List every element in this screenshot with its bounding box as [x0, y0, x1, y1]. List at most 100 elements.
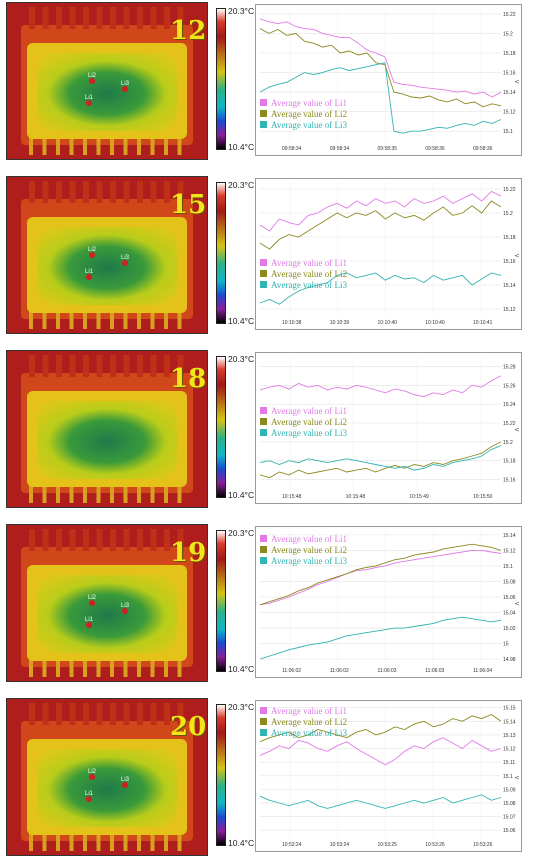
cooling-fin	[164, 133, 168, 155]
cell-label: Li3	[121, 255, 130, 261]
x-tick-label: 10:53:24	[330, 842, 350, 848]
cooling-fin	[42, 481, 47, 503]
legend-swatch	[260, 429, 267, 436]
cell-label: Li1	[85, 617, 94, 623]
y-tick-label: 15.16	[503, 71, 516, 77]
cooling-fin	[83, 481, 87, 503]
x-tick-label: 11:06:02	[330, 668, 349, 674]
voltage-chart: 15.15 15.14 15.13 15.12 15.11 15.1 15.09 15.08 1…	[255, 700, 522, 852]
series-line-2	[259, 200, 502, 250]
cooling-fin	[123, 529, 130, 551]
y-tick-label: 15.14	[503, 719, 516, 725]
temperature-scale-bar	[216, 356, 226, 498]
thermal-image: Li2 Li1 Li3	[7, 3, 207, 159]
cooling-fin	[42, 355, 49, 377]
cooling-fin	[110, 655, 114, 677]
x-tick-label: 10:15:48	[346, 494, 366, 500]
y-tick-label: 15.02	[503, 626, 516, 632]
cooling-fin	[83, 181, 89, 203]
chart-svg: 15.22 15.2 15.18 15.16 15.14 15.12 15.1 09:58:3…	[259, 9, 519, 152]
series-line-1	[259, 18, 502, 98]
thermal-image	[7, 351, 207, 507]
y-tick-label: 15.2	[503, 440, 513, 446]
cooling-fin	[56, 307, 60, 329]
cooling-fin	[42, 703, 49, 725]
legend-item: Average value of Li2	[260, 544, 347, 555]
x-tick-label: 11:06:03	[425, 668, 444, 674]
cooling-fin	[177, 829, 182, 851]
cooling-fin	[83, 133, 87, 155]
series-line-3	[259, 616, 502, 660]
y-tick-label: 15.13	[503, 733, 516, 739]
cooling-fin	[177, 133, 182, 155]
x-tick-label: 10:53:25	[378, 842, 398, 848]
cooling-fin	[164, 655, 168, 677]
chart-legend: Average value of Li1 Average value of Li2…	[260, 257, 347, 290]
cooling-fin	[150, 703, 157, 725]
scale-max-label: 20.3°C	[228, 354, 255, 364]
cell-label: Li2	[88, 247, 97, 253]
thermal-image-frame: Li2 Li1 Li3	[6, 176, 208, 334]
cooling-fin	[56, 181, 62, 203]
cooling-fin	[150, 133, 155, 155]
x-tick-label: 09:58:34	[282, 146, 302, 152]
cell-marker	[86, 622, 92, 628]
y-tick-label: 15.22	[503, 421, 516, 427]
legend-label: Average value of Li2	[271, 544, 348, 555]
cooling-fin	[137, 655, 141, 677]
legend-label: Average value of Li1	[271, 257, 348, 268]
x-tick-label: 09:58:36	[473, 146, 493, 152]
battery-core	[37, 227, 177, 305]
cell-marker	[86, 274, 92, 280]
cooling-fin	[56, 703, 62, 725]
voltage-chart: 15.14 15.12 15.1 15.08 15.06 15.04 15.02 15 14.9…	[255, 526, 522, 678]
legend-item: Average value of Li2	[260, 416, 347, 427]
cooling-fin	[110, 529, 116, 551]
cooling-fin	[29, 7, 35, 29]
series-line-3	[259, 794, 502, 809]
legend-item: Average value of Li3	[260, 555, 347, 566]
y-tick-label: 15.18	[503, 235, 516, 241]
panel-19: Li2 Li1 Li3 19 20.3°C 10.4°C 15.14 15.12 15.1 15.…	[0, 524, 550, 682]
cooling-fin	[150, 355, 157, 377]
cooling-fin	[123, 355, 130, 377]
series-line-1	[259, 737, 502, 766]
battery-core	[37, 575, 177, 653]
cooling-fin	[110, 7, 116, 29]
cell-label: Li2	[88, 769, 97, 775]
x-tick-label: 11:06:04	[473, 668, 492, 674]
x-tick-label: 09:58:36	[425, 146, 445, 152]
x-tick-label: 10:10:39	[330, 320, 350, 326]
legend-item: Average value of Li3	[260, 119, 347, 130]
cooling-fin	[150, 481, 155, 503]
y-unit-label: V	[513, 254, 519, 258]
cooling-fin	[164, 829, 168, 851]
cooling-fin	[69, 307, 74, 329]
cooling-fin	[96, 181, 103, 203]
cooling-fin	[150, 655, 155, 677]
cooling-fin	[123, 133, 128, 155]
legend-item: Average value of Li2	[260, 716, 347, 727]
legend-label: Average value of Li1	[271, 405, 348, 416]
x-tick-label: 10:10:38	[282, 320, 302, 326]
cooling-fin	[110, 133, 114, 155]
y-tick-label: 15.06	[503, 828, 516, 834]
series-line-1	[259, 375, 502, 398]
cooling-fin	[137, 181, 143, 203]
cooling-fin	[150, 7, 157, 29]
cooling-fin	[56, 7, 62, 29]
cooling-fin	[137, 481, 141, 503]
cooling-fin	[29, 307, 33, 329]
cooling-fin	[123, 481, 128, 503]
cooling-fin	[177, 481, 182, 503]
legend-label: Average value of Li2	[271, 108, 348, 119]
cooling-fin	[56, 529, 62, 551]
cooling-fin	[164, 307, 168, 329]
legend-label: Average value of Li3	[271, 555, 348, 566]
cooling-fin	[123, 307, 128, 329]
cooling-fin	[137, 529, 143, 551]
chart-svg: 15.28 15.26 15.24 15.22 15.2 15.18 15.16 10:15:…	[259, 357, 519, 500]
cooling-fin	[83, 355, 89, 377]
temperature-scale-bar	[216, 182, 226, 324]
cooling-fin	[96, 307, 101, 329]
